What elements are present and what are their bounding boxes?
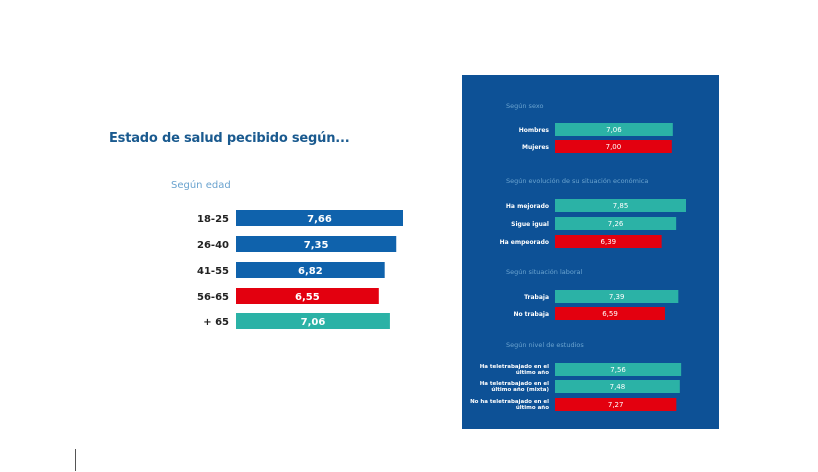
section-heading: Según nivel de estudios — [506, 341, 584, 349]
bar — [236, 313, 390, 329]
bar — [555, 140, 672, 153]
bar — [236, 262, 385, 278]
data-label: 7,48 — [610, 383, 626, 391]
data-label: 7,27 — [608, 401, 624, 409]
category-label: Ha empeorado — [500, 239, 549, 246]
data-label: 7,26 — [608, 220, 624, 228]
category-label: 56-65 — [197, 292, 229, 303]
age-group-heading: Según edad — [171, 180, 231, 191]
category-label: 26-40 — [197, 240, 229, 251]
data-label: 7,56 — [610, 366, 626, 374]
data-label: 6,55 — [295, 292, 320, 303]
bar — [555, 290, 679, 303]
section-heading: Según sexo — [506, 102, 543, 110]
category-label: No ha teletrabajado en el — [470, 399, 549, 405]
chart-title: Estado de salud pecibido según... — [109, 131, 350, 146]
category-label: No trabaja — [513, 311, 549, 318]
data-label: 7,85 — [613, 202, 629, 210]
category-label: Mujeres — [522, 144, 549, 151]
bar — [555, 123, 673, 136]
bar — [236, 236, 397, 252]
data-label: 7,35 — [304, 240, 329, 251]
data-label: 6,82 — [298, 266, 323, 277]
category-label: Hombres — [519, 127, 550, 134]
bar — [555, 380, 680, 393]
data-label: 7,06 — [606, 126, 622, 134]
section-heading: Según situación laboral — [506, 268, 582, 276]
category-label: + 65 — [203, 317, 229, 328]
bar — [236, 288, 379, 304]
category-label: 41-55 — [197, 266, 229, 277]
bar — [555, 363, 682, 376]
bar — [555, 307, 665, 320]
data-label: 6,59 — [602, 310, 618, 318]
category-label: Ha teletrabajado en el — [480, 364, 549, 370]
bar — [555, 217, 677, 230]
category-label: Ha mejorado — [506, 203, 549, 210]
data-label: 6,39 — [601, 238, 617, 246]
category-label: último año — [516, 404, 549, 411]
category-label: último año (mixta) — [491, 386, 549, 393]
bar — [555, 199, 686, 212]
data-label: 7,39 — [609, 293, 625, 301]
bar — [555, 398, 677, 411]
category-label: Trabaja — [524, 294, 549, 301]
data-label: 7,66 — [307, 214, 332, 225]
data-label: 7,00 — [606, 143, 622, 151]
bar — [236, 210, 403, 226]
category-label: Ha teletrabajado en el — [480, 381, 549, 387]
bar — [555, 235, 662, 248]
category-label: 18-25 — [197, 214, 229, 225]
page-margin-line — [75, 449, 76, 471]
data-label: 7,06 — [301, 317, 326, 328]
section-heading: Según evolución de su situación económic… — [506, 177, 648, 185]
category-label: Sigue igual — [511, 221, 549, 228]
category-label: último año — [516, 369, 549, 376]
